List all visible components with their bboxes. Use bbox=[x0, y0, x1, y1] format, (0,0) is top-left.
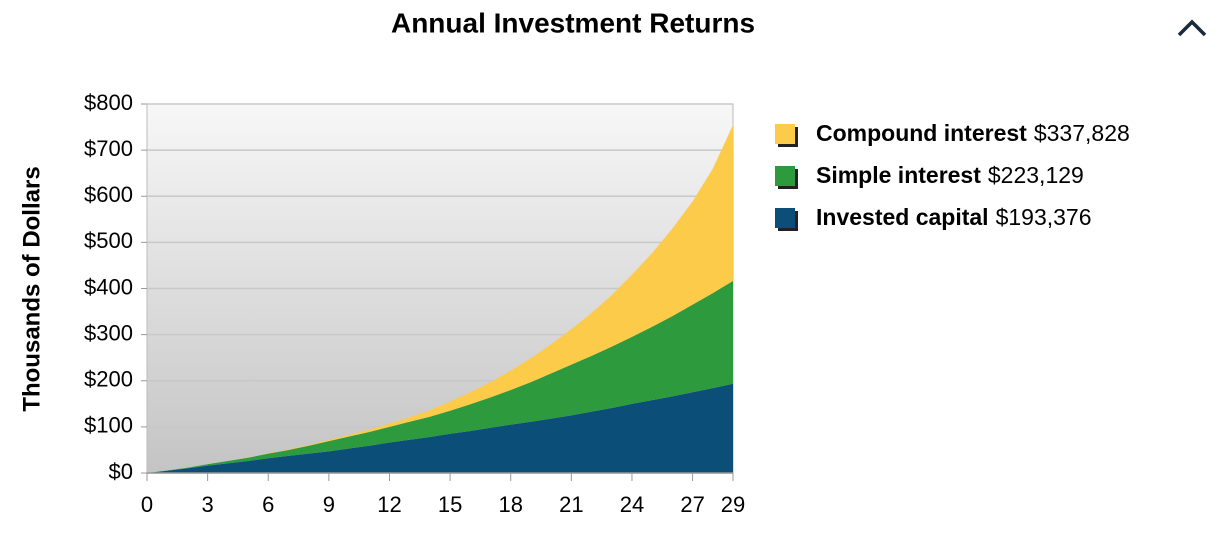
x-tick-label: 9 bbox=[323, 492, 335, 517]
y-tick-label: $500 bbox=[84, 228, 133, 253]
x-tick-label: 21 bbox=[559, 492, 583, 517]
x-tick-label: 15 bbox=[438, 492, 462, 517]
legend-swatch bbox=[775, 166, 795, 186]
chart-title: Annual Investment Returns bbox=[391, 7, 755, 38]
legend-label: Invested capital $193,376 bbox=[816, 204, 1092, 230]
area bbox=[147, 280, 733, 473]
y-tick-label: $300 bbox=[84, 320, 133, 345]
legend: Invested capital $193,376 Simple interest $… bbox=[775, 120, 1130, 231]
x-tick-label: 29 bbox=[721, 492, 745, 517]
x-tick-label: 0 bbox=[141, 492, 153, 517]
legend-value: $223,129 bbox=[988, 162, 1084, 188]
y-tick-label: $600 bbox=[84, 182, 133, 207]
legend-name: Simple interest bbox=[816, 162, 981, 188]
x-tick-label: 18 bbox=[498, 492, 522, 517]
y-axis-label: Thousands of Dollars bbox=[18, 166, 45, 411]
x-tick-label: 12 bbox=[377, 492, 401, 517]
y-tick-label: $100 bbox=[84, 413, 133, 438]
legend-label: Compound interest $337,828 bbox=[816, 120, 1130, 146]
legend-name: Invested capital bbox=[816, 204, 989, 230]
y-tick-label: $200 bbox=[84, 367, 133, 392]
y-tick-label: $700 bbox=[84, 136, 133, 161]
y-tick-label: $0 bbox=[109, 459, 133, 484]
legend-value: $193,376 bbox=[996, 204, 1092, 230]
area bbox=[147, 125, 733, 473]
legend-swatch bbox=[775, 124, 795, 144]
y-tick-label: $400 bbox=[84, 274, 133, 299]
collapse-button[interactable] bbox=[1177, 19, 1207, 37]
x-tick-label: 27 bbox=[680, 492, 704, 517]
legend-label: Simple interest $223,129 bbox=[816, 162, 1084, 188]
x-tick-label: 6 bbox=[262, 492, 274, 517]
legend-swatch bbox=[775, 208, 795, 228]
x-tick-label: 3 bbox=[201, 492, 213, 517]
y-tick-label: $800 bbox=[84, 90, 133, 115]
legend-name: Compound interest bbox=[816, 120, 1027, 146]
legend-value: $337,828 bbox=[1034, 120, 1130, 146]
x-tick-label: 24 bbox=[620, 492, 644, 517]
area bbox=[147, 383, 733, 473]
